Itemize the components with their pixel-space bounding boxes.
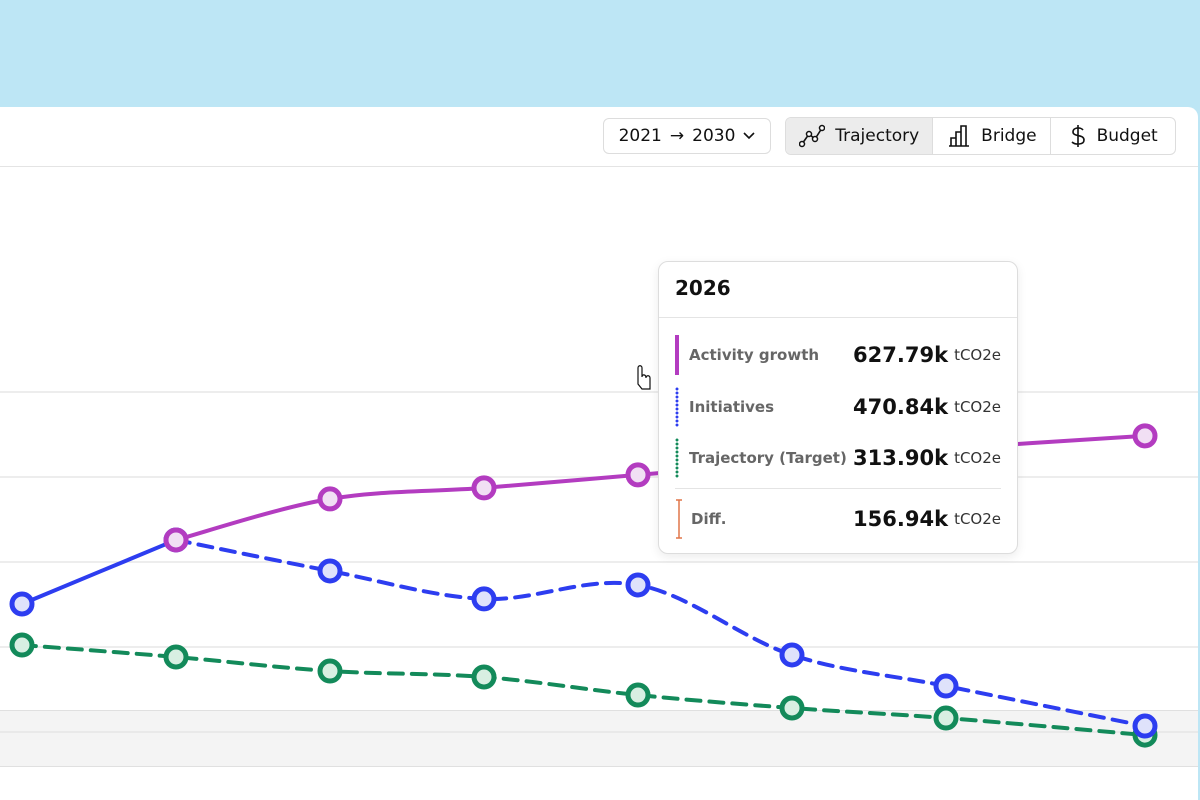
- footer-band: [0, 710, 1198, 767]
- legend-swatch: [676, 499, 682, 539]
- tooltip-row: Trajectory (Target) 313.90k tCO2e: [675, 438, 1001, 478]
- tab-label: Trajectory: [835, 126, 920, 146]
- divider: [659, 317, 1017, 318]
- icon: [799, 124, 826, 148]
- arrow: →: [669, 126, 685, 146]
- point[interactable]: [625, 682, 651, 708]
- point[interactable]: [471, 664, 497, 690]
- row-value: 627.79k: [853, 343, 949, 367]
- tab[interactable]: Trajectory: [786, 118, 934, 154]
- row-name: Trajectory (Target): [689, 449, 847, 467]
- tooltip: 2026 Activity growth 627.79k tCO2e Initiati…: [658, 261, 1018, 554]
- tab-label: Budget: [1096, 126, 1158, 146]
- legend-swatch: [675, 335, 679, 375]
- series-line: [20, 537, 178, 606]
- tab[interactable]: Bridge: [933, 118, 1052, 154]
- cursor: [637, 365, 651, 390]
- point[interactable]: [317, 658, 343, 684]
- point[interactable]: [1132, 713, 1158, 739]
- row-unit: tCO2e: [954, 510, 1001, 528]
- icon: [949, 125, 970, 147]
- point[interactable]: [779, 642, 805, 668]
- legend-swatch: [675, 387, 679, 427]
- divider: [675, 488, 1001, 489]
- legend-swatch: [675, 438, 679, 478]
- toolbar: 2021 → 2030 Trajectory Bridge Budget: [0, 107, 1198, 167]
- row-value: 156.94k: [853, 507, 949, 531]
- point[interactable]: [163, 527, 189, 553]
- tab[interactable]: Budget: [1051, 118, 1175, 154]
- point[interactable]: [471, 586, 497, 612]
- tooltip-title: 2026: [675, 276, 731, 300]
- point[interactable]: [933, 705, 959, 731]
- tooltip-row: Diff. 156.94k tCO2e: [675, 499, 1001, 539]
- range-end: 2030: [692, 126, 736, 146]
- row-value: 313.90k: [853, 446, 949, 470]
- row-name: Diff.: [691, 510, 727, 528]
- chevron: [743, 132, 755, 140]
- tab-label: Bridge: [981, 126, 1037, 146]
- point[interactable]: [317, 486, 343, 512]
- view-tabs: Trajectory Bridge Budget: [785, 117, 1176, 155]
- point[interactable]: [471, 475, 497, 501]
- row-unit: tCO2e: [954, 398, 1001, 416]
- row-name: Initiatives: [689, 398, 775, 416]
- point[interactable]: [9, 591, 35, 617]
- row-value: 470.84k: [853, 395, 949, 419]
- icon: [1070, 125, 1085, 147]
- range-select[interactable]: 2021 → 2030: [603, 118, 771, 154]
- row-unit: tCO2e: [954, 346, 1001, 364]
- range-start: 2021: [618, 126, 662, 146]
- point[interactable]: [625, 462, 651, 488]
- point[interactable]: [9, 632, 35, 658]
- point[interactable]: [625, 572, 651, 598]
- tooltip-row: Activity growth 627.79k tCO2e: [675, 335, 1001, 375]
- point[interactable]: [1132, 423, 1158, 449]
- series-line: [20, 643, 1147, 738]
- tooltip-row: Initiatives 470.84k tCO2e: [675, 387, 1001, 427]
- row-unit: tCO2e: [954, 449, 1001, 467]
- point[interactable]: [163, 644, 189, 670]
- row-name: Activity growth: [689, 346, 820, 364]
- point[interactable]: [779, 695, 805, 721]
- point[interactable]: [933, 673, 959, 699]
- point[interactable]: [317, 558, 343, 584]
